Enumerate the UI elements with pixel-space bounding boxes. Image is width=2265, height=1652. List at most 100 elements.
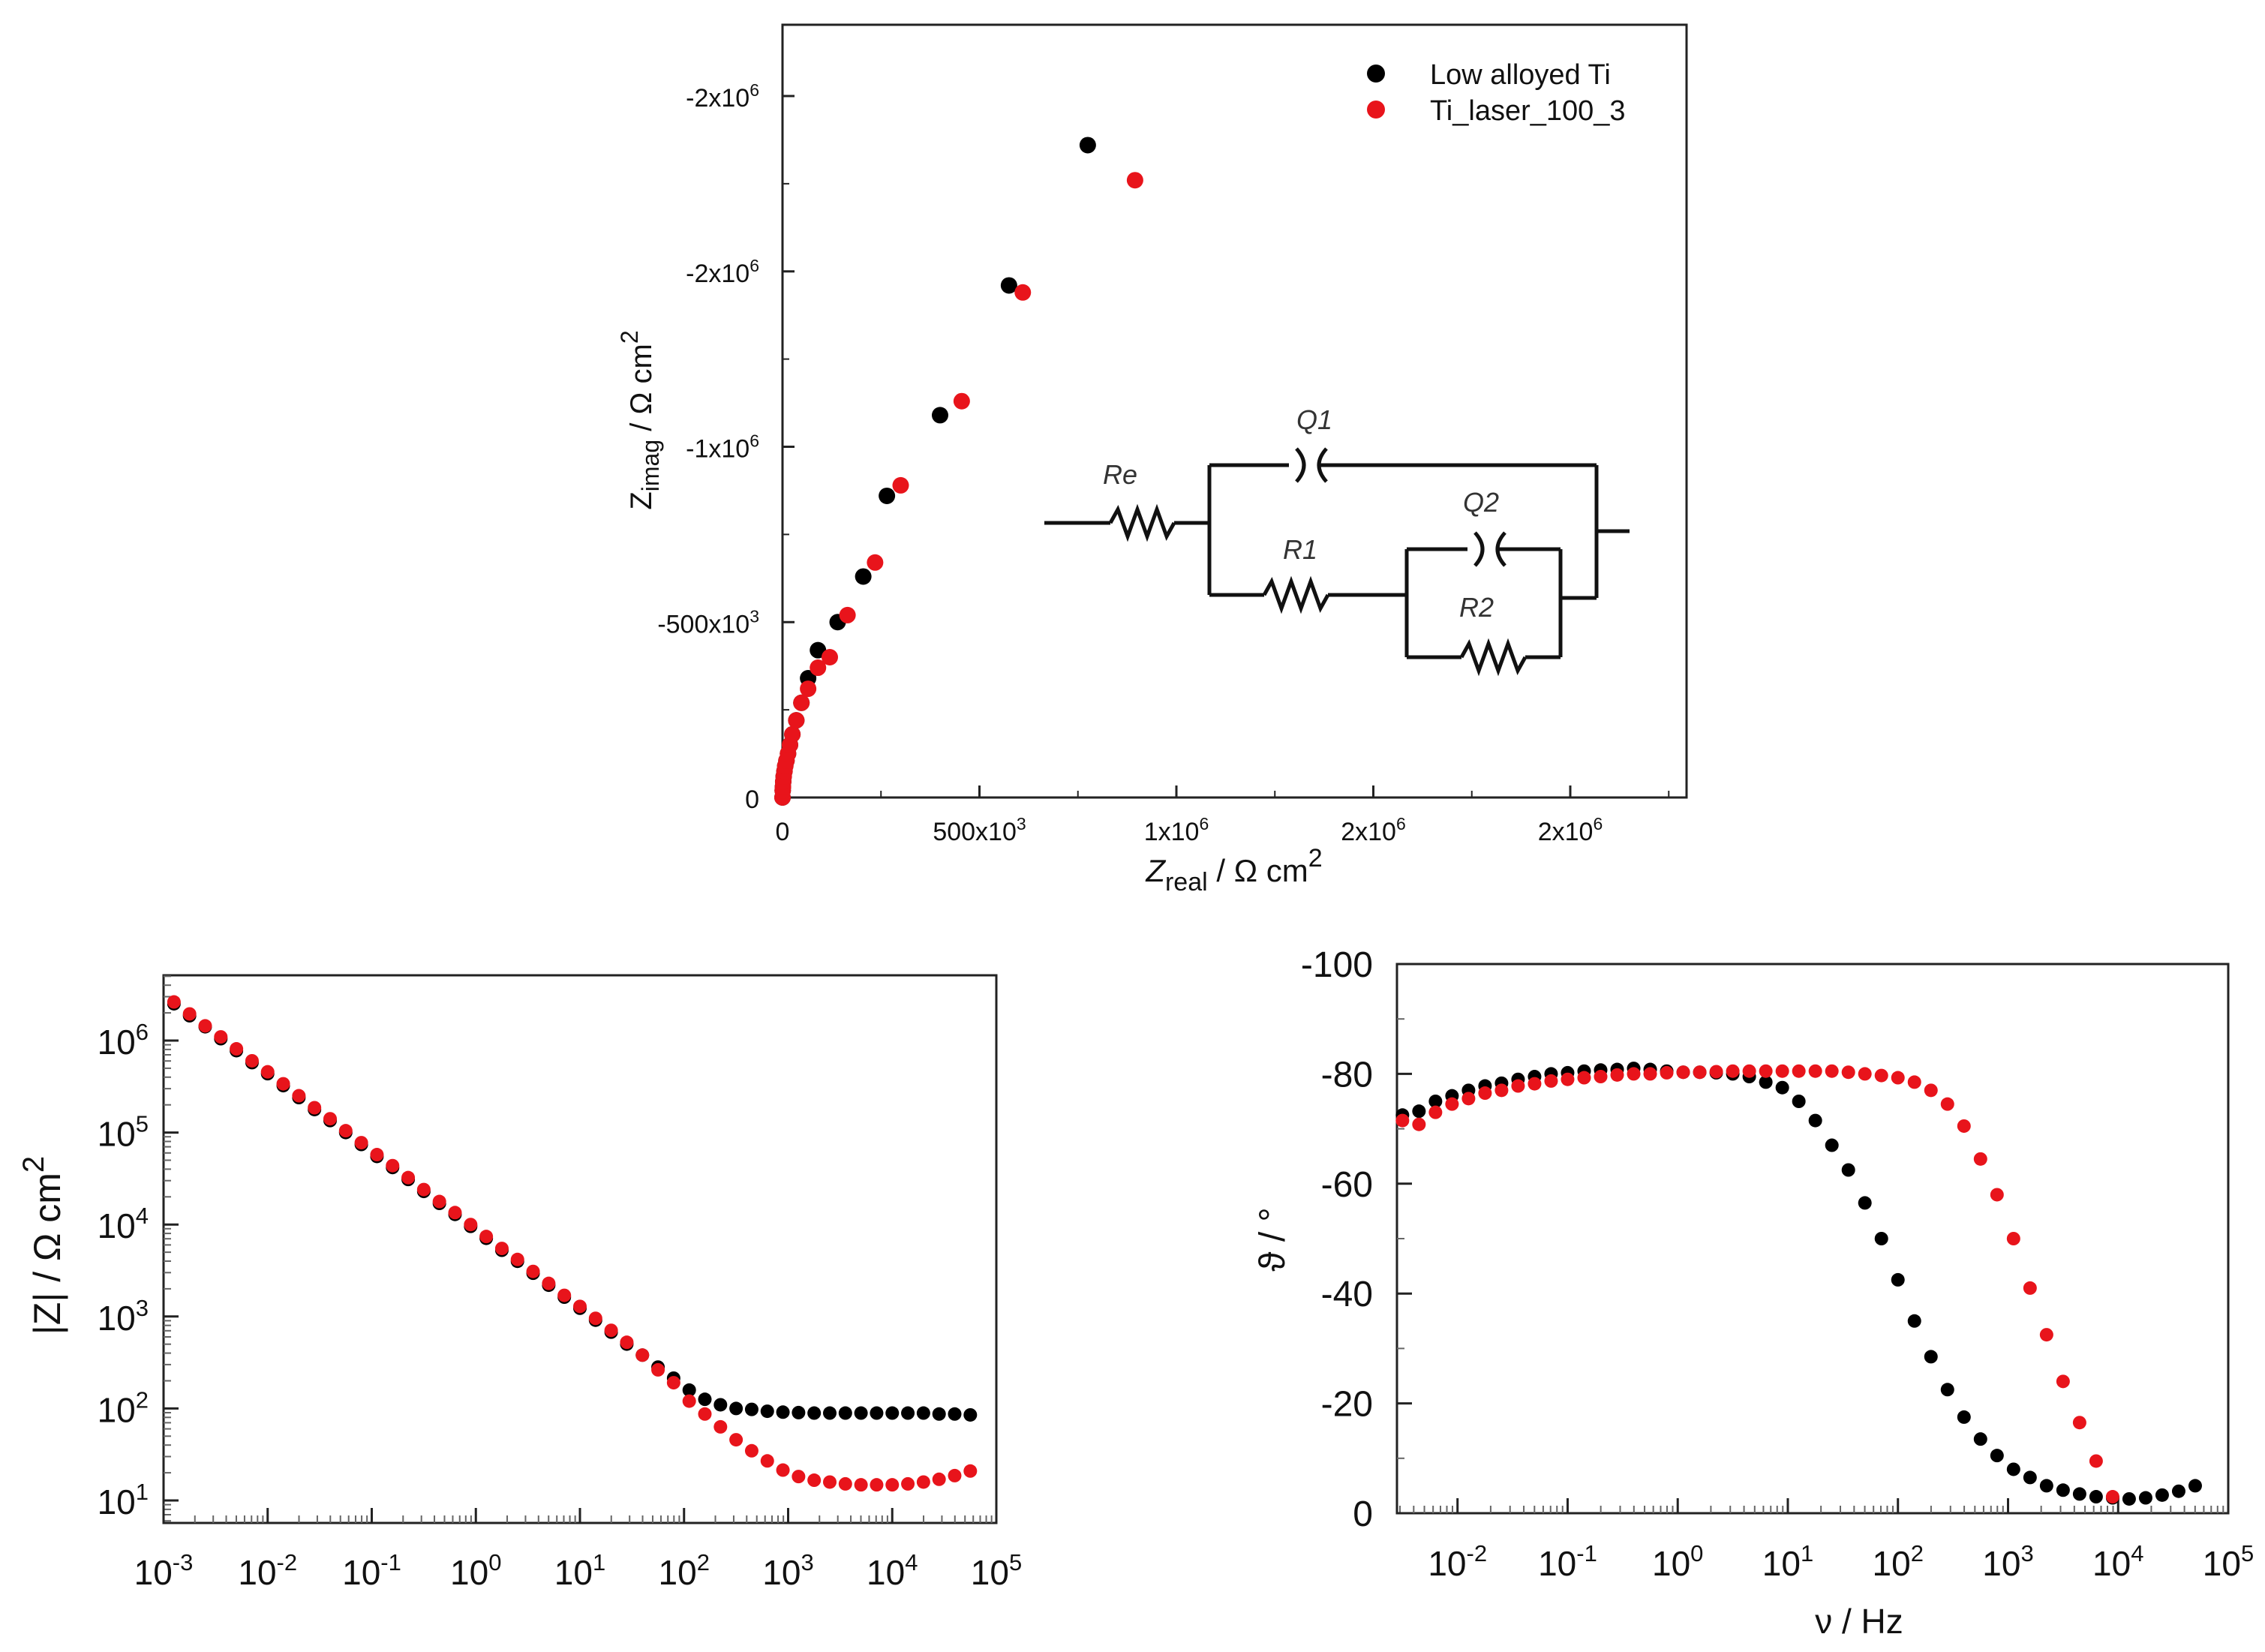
- modulus-point-red: [198, 1019, 212, 1033]
- nyquist-x-label-sub: real: [1165, 868, 1208, 897]
- modulus-point-red: [744, 1443, 759, 1458]
- phase-point-black: [1808, 1113, 1822, 1128]
- phase-point-black: [1412, 1104, 1426, 1119]
- phase-x-tick-label-sup: -1: [1576, 1540, 1597, 1566]
- nyquist-y-tick-label: -2x106: [686, 256, 759, 288]
- phase-x-tick-label: 105: [2203, 1540, 2254, 1583]
- modulus-y-tick-label-sup: 3: [136, 1295, 149, 1321]
- phase-point-red: [1544, 1074, 1558, 1088]
- nyquist-point-black: [1079, 137, 1096, 154]
- circuit-label-q1: Q1: [1296, 404, 1332, 435]
- phase-point-black: [2171, 1484, 2185, 1498]
- modulus-point-red: [792, 1470, 806, 1484]
- modulus-point-red: [214, 1030, 228, 1044]
- circuit-label-re: Re: [1103, 459, 1137, 490]
- modulus-point-red: [870, 1478, 884, 1492]
- phase-point-black: [1973, 1432, 1987, 1446]
- nyquist-x-tick-label-sup: 6: [1199, 814, 1209, 834]
- phase-x-tick-label-base: 10: [1538, 1544, 1576, 1583]
- nyquist-x-ticks: 0 500x103 1x106 2x106 2x106: [776, 814, 1603, 846]
- phase-series-red: [1395, 1064, 2119, 1504]
- circuit-label-q2: Q2: [1463, 487, 1499, 518]
- modulus-y-tick-label-sup: 6: [136, 1019, 149, 1045]
- phase-point-black: [2089, 1490, 2103, 1504]
- nyquist-y-tick-label-sup: 6: [749, 256, 759, 275]
- phase-point-red: [1693, 1065, 1707, 1080]
- modulus-point-red: [323, 1112, 337, 1126]
- nyquist-series-black: [774, 137, 1096, 806]
- modulus-point-red: [807, 1473, 822, 1488]
- modulus-x-tick-label: 105: [971, 1549, 1022, 1592]
- modulus-x-tick-label: 100: [450, 1549, 501, 1592]
- phase-plot-frame: [1395, 963, 2230, 1515]
- nyquist-x-label-unit: / Ω cm: [1208, 853, 1308, 888]
- modulus-y-tick-label-sup: 5: [136, 1111, 149, 1137]
- modulus-point-black: [838, 1406, 852, 1420]
- modulus-point-red: [542, 1276, 556, 1290]
- nyquist-point-red: [1014, 284, 1032, 301]
- nyquist-y-tick-label: 0: [745, 785, 759, 814]
- phase-point-red: [1478, 1086, 1492, 1101]
- phase-point-red: [1412, 1117, 1426, 1131]
- bode-modulus-chart: 10-3 10-2 10-1 100 101 102 103 104 105 101102103…: [17, 974, 1022, 1592]
- modulus-y-tick-label: 105: [98, 1111, 149, 1154]
- phase-x-tick-label: 10-1: [1538, 1540, 1597, 1583]
- modulus-series-black: [167, 996, 978, 1422]
- phase-point-red: [2039, 1328, 2053, 1342]
- nyquist-plot-frame: [781, 23, 1688, 799]
- modulus-x-tick-label-sup: 0: [488, 1549, 501, 1575]
- modulus-x-tick-label: 101: [554, 1549, 605, 1592]
- modulus-point-black: [854, 1406, 868, 1420]
- bode-phase-chart: 10-2 10-1 100 101 102 103 104 105 0-20-40-60-80…: [1253, 945, 2254, 1641]
- nyquist-x-tick-label: 500x103: [933, 814, 1026, 846]
- nyquist-point-red: [1126, 172, 1143, 189]
- modulus-point-red: [416, 1182, 431, 1197]
- nyquist-x-tick-label-base: 2x10: [1538, 818, 1594, 846]
- phase-x-tick-label: 10-2: [1428, 1540, 1487, 1583]
- phase-point-black: [1891, 1272, 1905, 1287]
- modulus-minor-ticks: [164, 975, 993, 1523]
- modulus-y-tick-label-base: 10: [98, 1206, 136, 1245]
- phase-y-tick-label-base: -40: [1321, 1275, 1373, 1314]
- modulus-point-red: [588, 1311, 602, 1326]
- modulus-point-red: [776, 1463, 790, 1477]
- nyquist-chart: 0 500x103 1x106 2x106 2x106 0-500x103-1x106-…: [616, 23, 1688, 897]
- modulus-point-red: [666, 1376, 680, 1390]
- nyquist-x-tick-label: 0: [776, 818, 790, 846]
- phase-point-red: [1577, 1071, 1591, 1085]
- modulus-x-tick-label-base: 10: [238, 1553, 276, 1592]
- modulus-point-black: [963, 1407, 978, 1422]
- modulus-x-tick-label-sup: 2: [697, 1549, 710, 1575]
- equivalent-circuit: Re Q1 R1 Q2 R2: [1044, 404, 1630, 677]
- phase-y-tick-label: -100: [1301, 945, 1373, 985]
- modulus-point-red: [651, 1362, 665, 1377]
- nyquist-grid-ticks: [781, 95, 1670, 799]
- phase-point-red: [1511, 1079, 1525, 1093]
- modulus-point-red: [354, 1136, 368, 1150]
- modulus-point-red: [760, 1454, 774, 1468]
- phase-point-red: [1610, 1068, 1624, 1082]
- phase-minor-ticks: [1397, 1018, 2224, 1513]
- modulus-point-red: [713, 1419, 728, 1434]
- nyquist-point-red: [793, 694, 810, 711]
- modulus-x-tick-label-sup: 1: [593, 1549, 605, 1575]
- legend-marker-black: [1367, 65, 1385, 83]
- phase-point-black: [1940, 1383, 1954, 1397]
- modulus-x-tick-label-base: 10: [450, 1553, 488, 1592]
- phase-x-ticks: 10-2 10-1 100 101 102 103 104 105: [1428, 1498, 2254, 1583]
- phase-x-tick-label: 100: [1652, 1540, 1703, 1583]
- nyquist-y-tick-label-base: -500x10: [657, 610, 749, 638]
- nyquist-y-label-sub: imag: [637, 440, 664, 491]
- modulus-point-red: [901, 1476, 915, 1491]
- modulus-y-label-sup: 2: [17, 1156, 50, 1173]
- nyquist-point-red: [788, 712, 805, 729]
- modulus-point-black: [698, 1392, 712, 1407]
- phase-x-tick-label: 103: [1982, 1540, 2033, 1583]
- modulus-point-red: [526, 1264, 540, 1278]
- phase-point-red: [1709, 1065, 1723, 1079]
- modulus-x-tick-label-sup: 4: [905, 1549, 918, 1575]
- phase-point-red: [1841, 1065, 1855, 1080]
- modulus-x-tick-label: 102: [659, 1549, 710, 1592]
- modulus-x-tick-label: 10-1: [342, 1549, 401, 1592]
- phase-point-red: [1759, 1064, 1773, 1078]
